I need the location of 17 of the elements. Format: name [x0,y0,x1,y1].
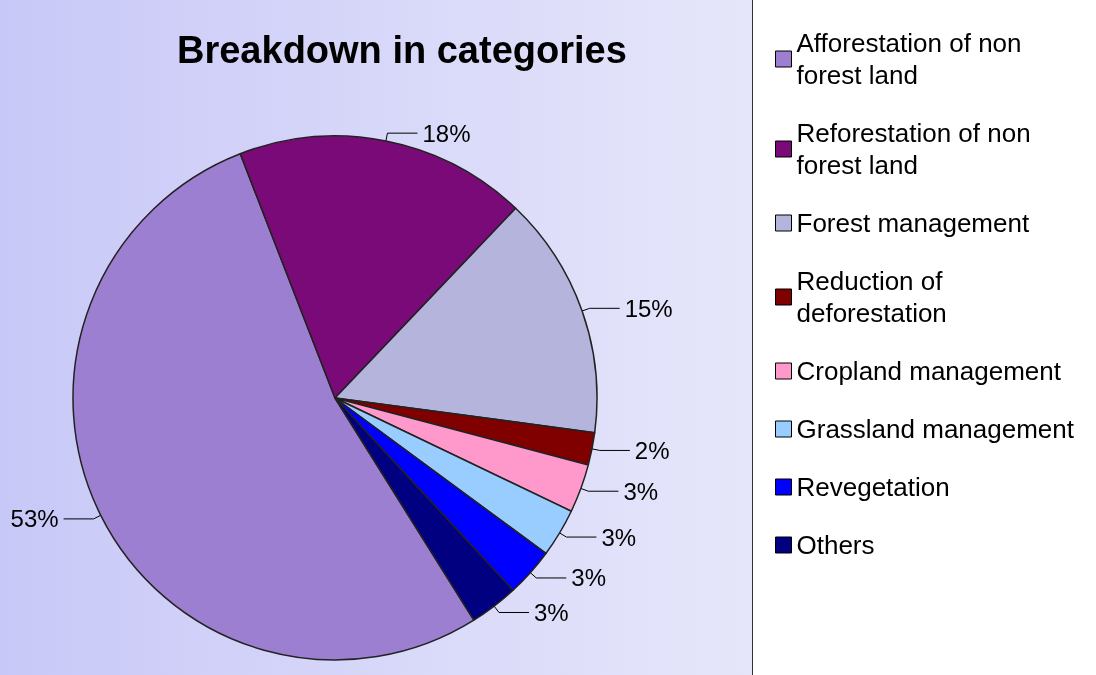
data-label: 15% [624,294,673,322]
legend-label: Grassland management [796,414,1075,444]
data-label: 18% [422,119,471,147]
legend-label: Forest management [796,208,1030,238]
legend-label: Reforestation of non forest land [796,118,1038,180]
data-label: 3% [533,598,569,626]
legend-label: Reduction of deforestation [796,266,950,328]
data-label: 3% [623,477,659,505]
legend-label: Afforestation of non forest land [796,28,1029,90]
legend-label: Others [796,530,875,560]
legend-label: Cropland management [796,356,1062,386]
data-label: 3% [601,523,637,551]
text: Breakdown in categories [177,29,627,71]
data-label: 2% [634,436,670,464]
legend-label: Revegetation [796,472,950,502]
data-label: 53% [10,505,59,533]
data-label: 3% [571,564,606,592]
